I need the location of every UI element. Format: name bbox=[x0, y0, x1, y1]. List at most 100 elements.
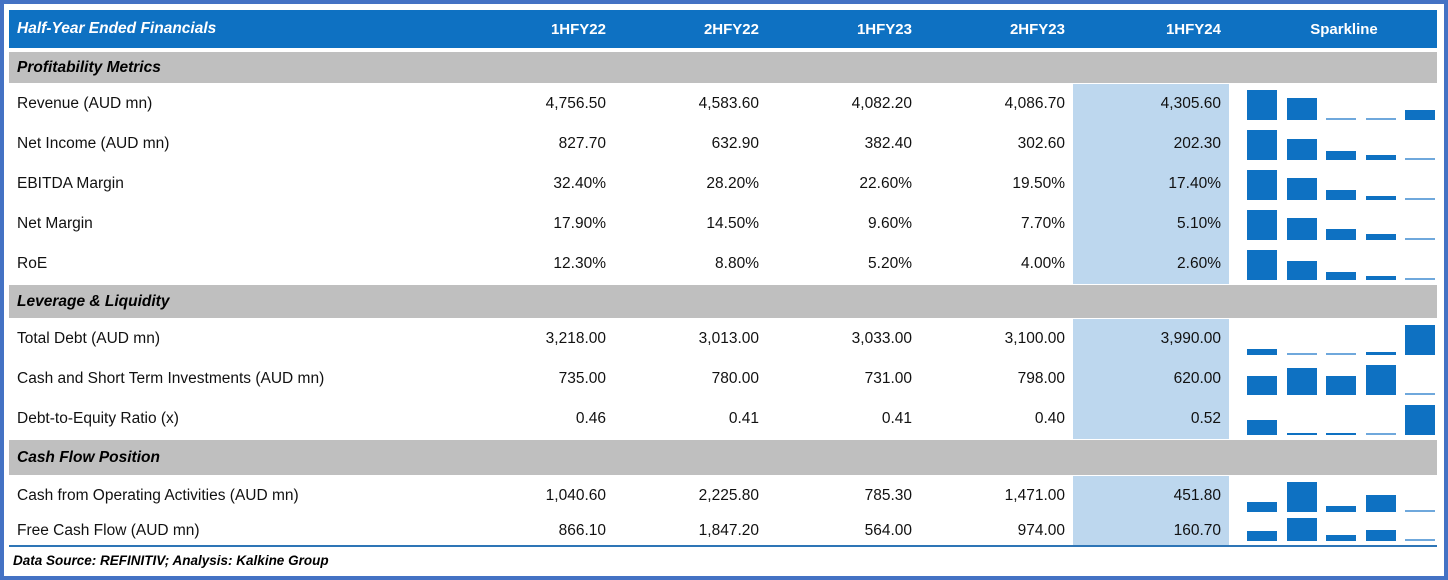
value-cell-2hfy22: 2,225.80 bbox=[698, 487, 759, 504]
sparkline-bar bbox=[1286, 218, 1317, 240]
sparkline-bar bbox=[1326, 376, 1356, 395]
value-cell-1hfy22: 866.10 bbox=[558, 521, 606, 539]
value-cell-1hfy23: 785.30 bbox=[864, 487, 912, 504]
value-cell-1hfy24: 202.30 bbox=[1073, 124, 1229, 164]
sparkline-bar bbox=[1326, 433, 1356, 435]
sparkline-bar bbox=[1405, 405, 1435, 435]
value-cell-1hfy22: 17.90% bbox=[553, 215, 606, 232]
sparkline-bar bbox=[1247, 349, 1277, 355]
section-title: Leverage & Liquidity bbox=[17, 292, 170, 310]
value-cell-2hfy22: 28.20% bbox=[706, 175, 759, 192]
row-label: Revenue (AUD mn) bbox=[17, 95, 153, 112]
header-col-sparkline: Sparkline bbox=[1310, 20, 1378, 38]
value-cell-1hfy24: 17.40% bbox=[1073, 164, 1229, 204]
sparkline-bar bbox=[1326, 272, 1356, 280]
sparkline-bar bbox=[1405, 278, 1435, 280]
row-label: Net Margin bbox=[17, 215, 93, 232]
value-cell-1hfy22: 827.70 bbox=[558, 135, 606, 152]
value-cell-2hfy23: 0.40 bbox=[1034, 410, 1065, 427]
financial-table: Half-Year Ended Financials 1HFY22 2HFY22… bbox=[9, 10, 1437, 574]
header-col-2hfy23: 2HFY23 bbox=[1009, 20, 1065, 38]
sparkline-bar bbox=[1326, 151, 1356, 160]
value-cell-2hfy23: 19.50% bbox=[1012, 175, 1065, 192]
value-cell-1hfy24: 5.10% bbox=[1073, 204, 1229, 244]
value-cell-1hfy23: 9.60% bbox=[868, 215, 912, 232]
value-cell-2hfy22: 8.80% bbox=[715, 255, 759, 272]
sparkline-bar bbox=[1365, 118, 1396, 120]
sparkline-bar bbox=[1286, 178, 1317, 200]
value-cell-1hfy24: 451.80 bbox=[1073, 476, 1229, 516]
sparkline-bar bbox=[1247, 250, 1277, 280]
sparkline-bar bbox=[1405, 110, 1435, 120]
value-cell-1hfy22: 32.40% bbox=[553, 175, 606, 192]
table-body: Profitability Metrics Revenue (AUD mn) 4,7… bbox=[9, 51, 1437, 545]
table-row: RoE 12.30% 8.80% 5.20% 4.00% 2.60% bbox=[9, 244, 1437, 284]
sparkline-bar bbox=[1286, 433, 1317, 435]
row-label: Debt-to-Equity Ratio (x) bbox=[17, 410, 179, 427]
sparkline-bar bbox=[1247, 502, 1277, 512]
header-col-1hfy24: 1HFY24 bbox=[1165, 20, 1221, 38]
sparkline-bar bbox=[1405, 238, 1435, 240]
sparkline-bar bbox=[1286, 353, 1317, 355]
value-cell-2hfy23: 4,086.70 bbox=[1004, 95, 1065, 112]
table-row: Debt-to-Equity Ratio (x) 0.46 0.41 0.41 0.40… bbox=[9, 399, 1437, 439]
section-band: Cash Flow Position bbox=[9, 439, 1437, 476]
value-cell-1hfy24: 620.00 bbox=[1073, 359, 1229, 399]
value-cell-2hfy22: 632.90 bbox=[711, 135, 759, 152]
sparkline-bar bbox=[1405, 393, 1435, 395]
sparkline-bar bbox=[1365, 433, 1396, 435]
sparkline-bar bbox=[1405, 158, 1435, 160]
value-cell-2hfy22: 3,013.00 bbox=[698, 330, 759, 347]
value-cell-1hfy22: 0.46 bbox=[575, 410, 606, 427]
data-source-note: Data Source: REFINITIV; Analysis: Kalkin… bbox=[13, 553, 329, 568]
sparkline-bar bbox=[1405, 539, 1435, 541]
sparkline bbox=[1229, 359, 1437, 399]
value-cell-2hfy23: 4.00% bbox=[1021, 255, 1065, 272]
value-cell-2hfy22: 780.00 bbox=[711, 370, 759, 387]
value-cell-2hfy23: 798.00 bbox=[1017, 370, 1065, 387]
sparkline-bar bbox=[1405, 510, 1435, 512]
separator-line bbox=[9, 545, 1437, 547]
header-row: Half-Year Ended Financials 1HFY22 2HFY22… bbox=[9, 10, 1437, 48]
row-label: Net Income (AUD mn) bbox=[17, 135, 170, 152]
row-label: Cash from Operating Activities (AUD mn) bbox=[17, 487, 299, 504]
table-row: Free Cash Flow (AUD mn) 866.10 1,847.20 564… bbox=[9, 516, 1437, 545]
value-cell-1hfy24: 0.52 bbox=[1073, 399, 1229, 439]
value-cell-1hfy22: 3,218.00 bbox=[545, 330, 606, 347]
section-band: Leverage & Liquidity bbox=[9, 284, 1437, 319]
header-col-2hfy22: 2HFY22 bbox=[703, 20, 759, 38]
row-label: RoE bbox=[17, 255, 48, 272]
value-cell-1hfy23: 382.40 bbox=[864, 135, 912, 152]
header-title: Half-Year Ended Financials bbox=[17, 20, 217, 37]
sparkline-bar bbox=[1286, 482, 1317, 512]
table-row: Revenue (AUD mn) 4,756.50 4,583.60 4,082.20… bbox=[9, 84, 1437, 124]
value-cell-1hfy22: 1,040.60 bbox=[545, 487, 606, 504]
header-col-1hfy23: 1HFY23 bbox=[856, 20, 912, 38]
sparkline bbox=[1229, 124, 1437, 164]
row-label: Total Debt (AUD mn) bbox=[17, 330, 160, 347]
value-cell-1hfy23: 0.41 bbox=[881, 410, 912, 427]
value-cell-1hfy24: 160.70 bbox=[1073, 516, 1229, 545]
sparkline-bar bbox=[1365, 530, 1396, 541]
row-label: Free Cash Flow (AUD mn) bbox=[17, 521, 200, 539]
value-cell-2hfy23: 974.00 bbox=[1017, 521, 1065, 539]
value-cell-2hfy23: 1,471.00 bbox=[1004, 487, 1065, 504]
section-title: Cash Flow Position bbox=[17, 448, 160, 466]
sparkline bbox=[1229, 204, 1437, 244]
section-band: Profitability Metrics bbox=[9, 51, 1437, 84]
sparkline-bar bbox=[1247, 90, 1277, 120]
value-cell-1hfy24: 2.60% bbox=[1073, 244, 1229, 284]
row-label: Cash and Short Term Investments (AUD mn) bbox=[17, 370, 325, 387]
sparkline-bar bbox=[1247, 531, 1277, 541]
sparkline-bar bbox=[1365, 155, 1396, 160]
sparkline bbox=[1229, 319, 1437, 359]
sparkline-bar bbox=[1326, 506, 1356, 512]
sparkline-bar bbox=[1365, 495, 1396, 512]
sparkline-bar bbox=[1286, 261, 1317, 280]
value-cell-2hfy23: 302.60 bbox=[1017, 135, 1065, 152]
value-cell-1hfy23: 731.00 bbox=[864, 370, 912, 387]
value-cell-1hfy22: 735.00 bbox=[558, 370, 606, 387]
row-label: EBITDA Margin bbox=[17, 175, 124, 192]
sparkline-bar bbox=[1247, 376, 1277, 395]
sparkline bbox=[1229, 516, 1437, 545]
